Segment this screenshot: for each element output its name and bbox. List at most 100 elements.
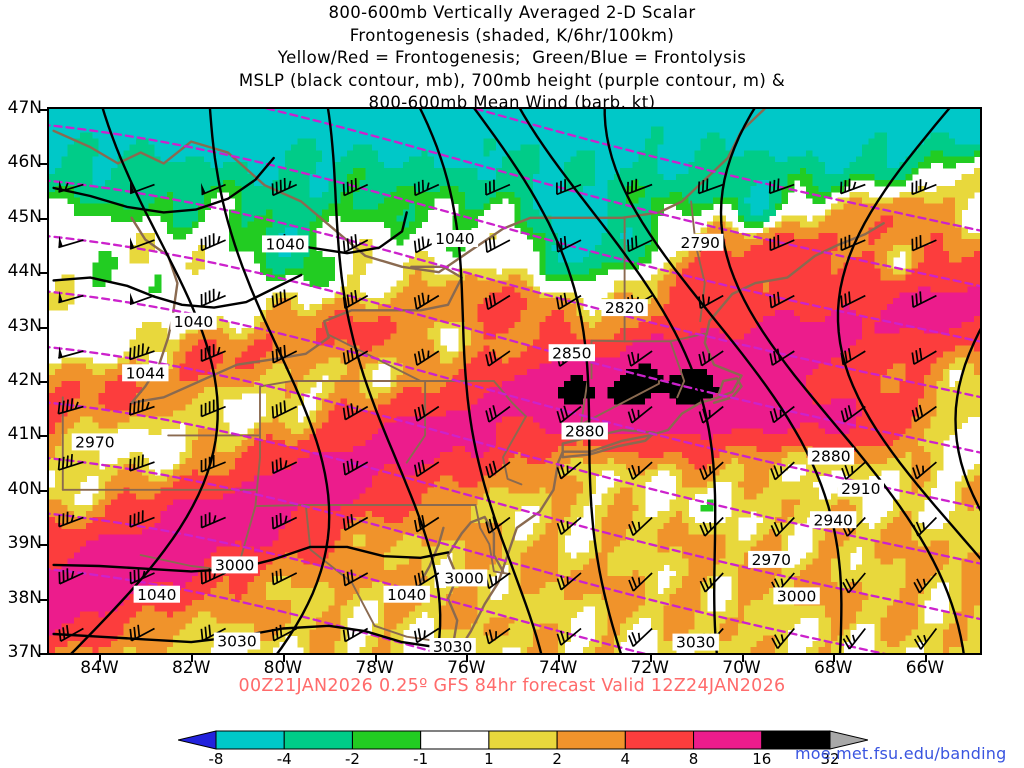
wind-barb <box>413 348 440 366</box>
wind-barb <box>841 461 866 480</box>
colorbar-segment <box>693 730 763 750</box>
height-contour-label: 2910 <box>841 480 880 498</box>
wind-barb <box>840 178 866 195</box>
lon-tick-mark <box>374 655 377 662</box>
wind-barb <box>627 235 653 253</box>
wind-barb <box>129 510 155 528</box>
mslp-contour-label: 1040 <box>435 230 474 248</box>
lon-tick-label: 68W <box>814 658 853 678</box>
lat-tick-mark <box>40 598 47 601</box>
wind-barb <box>200 455 226 473</box>
lat-tick-mark <box>40 381 47 383</box>
lat-tick-label: 44N <box>7 261 42 282</box>
contour-labels: 2790 2820 2850 2880 2880 2910 2940 2970 2970 3000… <box>71 230 884 653</box>
wind-barb <box>768 178 795 195</box>
wind-barb <box>129 454 155 472</box>
wind-barb <box>58 624 84 642</box>
lon-tick-label: 80W <box>263 658 303 678</box>
wind-barb <box>58 180 84 193</box>
wind-barb <box>413 515 440 533</box>
lat-tick-label: 42N <box>7 370 42 390</box>
lat-tick-mark <box>40 163 47 166</box>
height-contour-label: 3030 <box>217 633 256 651</box>
wind-barb <box>842 572 866 594</box>
wind-barb <box>342 513 369 531</box>
wind-barb <box>129 568 155 585</box>
wind-barb <box>699 572 724 593</box>
wind-barb <box>413 404 440 422</box>
mslp-contour-label: 1040 <box>137 586 176 604</box>
lon-tick-mark <box>99 655 102 662</box>
colorbar-segment <box>624 730 695 750</box>
wind-barb <box>58 568 84 585</box>
wind-barb <box>342 569 369 587</box>
wind-barb <box>913 572 938 594</box>
wind-barb <box>556 627 582 646</box>
lon-tick-mark <box>191 655 194 662</box>
lat-tick-mark <box>40 653 47 655</box>
wind-barb <box>58 235 84 249</box>
wind-barb <box>911 235 937 252</box>
attribution-link[interactable]: moe.met.fsu.edu/banding <box>795 744 1007 763</box>
wind-barb <box>840 291 866 309</box>
wind-barb <box>842 627 866 650</box>
wind-barb <box>771 627 795 650</box>
colorbar[interactable]: -8 -4 -2 -1 1 2 4 8 16 32 <box>178 730 868 768</box>
lat-tick-mark <box>40 272 47 275</box>
lat-tick-label: 40N <box>7 478 42 499</box>
mslp-contour-label: 1040 <box>265 236 304 254</box>
lon-tick-label: 84W <box>80 658 119 678</box>
wind-barb <box>413 292 440 310</box>
wind-barb <box>699 516 724 537</box>
wind-barb <box>769 405 795 424</box>
wind-barb <box>200 399 226 418</box>
wind-barb <box>769 234 795 252</box>
wind-barb <box>58 511 84 528</box>
wind-barb <box>626 178 653 195</box>
height-contour-label: 2880 <box>811 448 850 466</box>
colorbar-segment <box>215 730 285 750</box>
title-line-2: Frontogenesis (shaded, K/6hr/100km) <box>349 25 675 45</box>
colorbar-min-arrow <box>178 730 217 750</box>
lat-tick-label: 45N <box>7 206 42 227</box>
wind-barb <box>485 516 511 534</box>
wind-barb <box>271 457 298 475</box>
height-contour-label: 3030 <box>676 634 715 652</box>
chart-title-block: 800-600mb Vertically Averaged 2-D Scalar… <box>0 2 1024 115</box>
height-contour-label: 3000 <box>444 570 483 588</box>
wind-barb <box>413 459 440 478</box>
lat-tick-mark <box>40 544 47 547</box>
colorbar-segment <box>556 730 626 750</box>
lon-tick-mark <box>741 655 744 662</box>
colorbar-tick: -1 <box>413 750 429 768</box>
wind-barb <box>413 627 440 644</box>
lon-tick-mark <box>833 655 836 662</box>
lon-tick-mark <box>924 655 927 662</box>
lat-tick-mark <box>40 109 47 111</box>
wind-barb <box>129 237 155 250</box>
lon-tick-label: 82W <box>171 658 211 678</box>
title-line-1: 800-600mb Vertically Averaged 2-D Scalar <box>328 3 696 22</box>
wind-barb <box>913 627 938 650</box>
lon-tick-label: 66W <box>905 658 945 678</box>
wind-barb <box>129 398 155 416</box>
wind-barb <box>200 512 226 529</box>
wind-barb <box>840 405 866 423</box>
height-contour-label: 2820 <box>605 299 644 317</box>
height-contour-label: 2880 <box>565 423 604 441</box>
forecast-caption: 00Z21JAN2026 0.25º GFS 84hr forecast Val… <box>238 676 786 696</box>
colorbar-tick: 8 <box>688 750 699 768</box>
wind-barb <box>342 458 369 476</box>
colorbar-tick: 16 <box>752 750 772 768</box>
wind-barb <box>57 398 84 415</box>
wind-barb <box>485 460 511 479</box>
wind-barb <box>484 179 511 196</box>
wind-barb <box>342 289 369 310</box>
colorbar-tick: -2 <box>344 750 360 768</box>
lat-tick-mark <box>40 217 47 220</box>
wind-barb <box>911 179 937 196</box>
colorbar-segment <box>351 730 422 750</box>
wind-barb <box>840 234 866 252</box>
map-plot-area[interactable]: 2790 2820 2850 2880 2880 2910 2940 2970 2970 3000… <box>47 107 982 655</box>
lon-tick-mark <box>466 655 469 662</box>
